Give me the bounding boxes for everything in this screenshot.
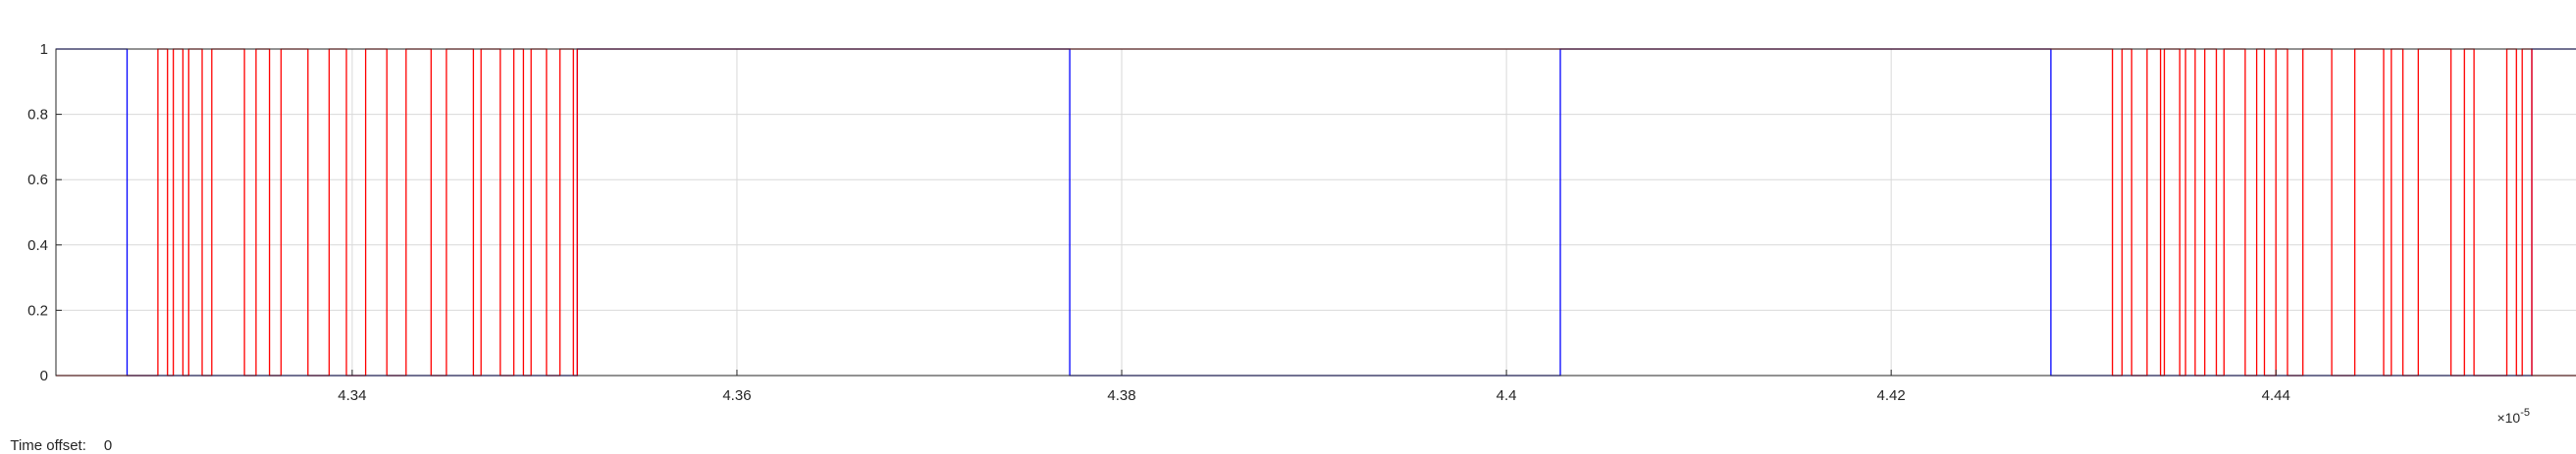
y-axis-tick-labels: 0 0.2 0.4 0.6 0.8 1 [27, 41, 62, 384]
x-axis-tick-labels: 4.34 4.36 4.38 4.4 4.42 4.44 [338, 370, 2290, 404]
time-offset-status: Time offset: 0 [2, 421, 112, 454]
y-tick-label-4: 0.8 [27, 107, 48, 124]
time-offset-label: Time offset: [10, 437, 86, 454]
x-tick-label-1: 4.36 [722, 387, 751, 404]
time-offset-value: 0 [103, 437, 113, 454]
x-tick-label-5: 4.44 [2262, 387, 2290, 404]
x-axis-exponent-base: ×10 [2497, 410, 2520, 426]
plot-background [56, 49, 2576, 376]
x-tick-label-3: 4.4 [1497, 387, 1517, 404]
plot-frame [55, 48, 2576, 377]
y-tick-label-5: 1 [40, 41, 48, 58]
x-tick-label-4: 4.42 [1877, 387, 1906, 404]
y-tick-label-2: 0.4 [27, 237, 48, 254]
y-tick-label-0: 0 [40, 368, 48, 384]
x-axis-exponent-label: ×10-5 [2497, 407, 2530, 426]
y-tick-label-3: 0.6 [27, 172, 48, 188]
scope-plot: 0 0.2 0.4 0.6 0.8 1 4.34 4.36 4.38 4.4 4.42 4.44 ×… [27, 41, 2576, 426]
x-tick-label-2: 4.38 [1107, 387, 1135, 404]
x-axis-exponent-power: -5 [2520, 407, 2530, 419]
y-tick-label-1: 0.2 [27, 302, 48, 319]
x-tick-label-0: 4.34 [338, 387, 366, 404]
